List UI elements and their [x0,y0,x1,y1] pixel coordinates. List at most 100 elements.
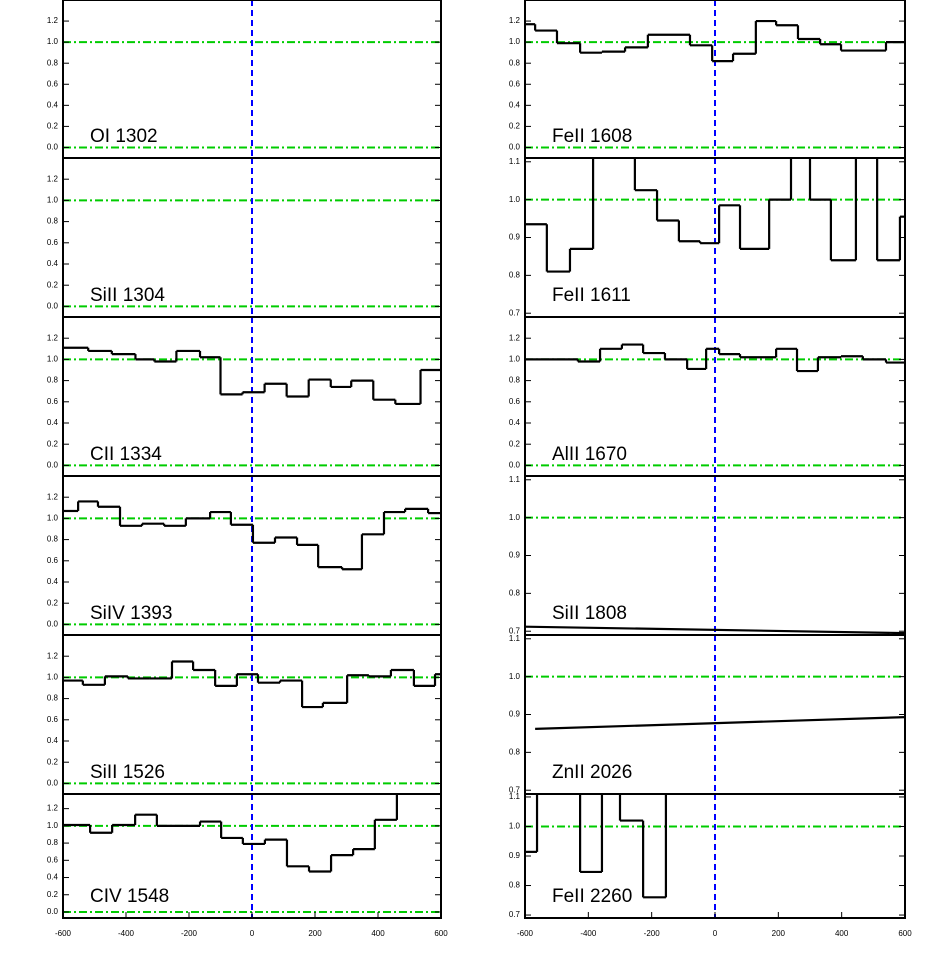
y-tick-label: 0.2 [47,757,59,766]
y-tick-label: 0.8 [47,694,59,703]
y-tick-label: 0.8 [509,376,521,385]
flux-line [535,716,905,730]
y-tick-label: 1.0 [47,514,59,523]
x-tick-label: -400 [118,929,135,938]
y-tick-label: 0.8 [509,588,521,597]
y-tick-label: 0.8 [509,58,521,67]
y-tick-label: 0.9 [509,710,521,719]
y-tick-label: 0.6 [47,556,59,565]
y-tick-label: 0.4 [47,100,59,109]
y-tick-label: 0.7 [509,626,521,635]
x-tick-label: 0 [250,929,255,938]
flux-line [525,625,905,635]
panel [525,317,905,476]
y-tick-label: 1.0 [47,196,59,205]
panel [63,794,441,918]
y-tick-label: 0.8 [47,376,59,385]
x-tick-label: -600 [55,929,72,938]
x-tick-label: 0 [713,929,718,938]
y-tick-label: 1.0 [509,672,521,681]
y-tick-label: 0.7 [509,785,521,794]
panel [525,635,905,794]
y-tick-label: 0.4 [47,736,59,745]
y-tick-label: 1.2 [47,492,59,501]
panel [525,794,905,918]
x-tick-label: 600 [434,929,448,938]
y-tick-label: 0.4 [509,100,521,109]
x-tick-label: -200 [181,929,198,938]
y-tick-label: 0.9 [509,851,521,860]
y-tick-label: 0.7 [509,308,521,317]
y-tick-label: 0.4 [509,418,521,427]
y-tick-label: 0.6 [47,715,59,724]
y-tick-label: 1.0 [509,513,521,522]
panel [525,158,905,317]
y-tick-label: 0.8 [47,217,59,226]
y-tick-label: 0.0 [509,143,521,152]
panel-label: OI 1302 [90,126,158,147]
panel [63,476,441,635]
y-tick-label: 0.4 [47,873,59,882]
panel-label: ZnII 2026 [552,762,632,783]
panel-label: AlII 1670 [552,444,627,465]
y-tick-label: 0.0 [47,907,59,916]
panel [525,0,905,158]
y-tick-label: 1.0 [509,822,521,831]
y-tick-label: 0.7 [509,910,521,919]
y-tick-label: 0.0 [47,302,59,311]
panel-label: SiII 1808 [552,603,627,624]
y-tick-label: 0.6 [509,397,521,406]
y-tick-label: 0.2 [47,280,59,289]
panel-label: SiII 1526 [90,762,165,783]
y-tick-label: 0.2 [509,122,521,131]
panel-label: SiIV 1393 [90,603,172,624]
x-tick-label: -600 [517,929,534,938]
y-tick-label: 1.1 [509,792,521,801]
y-tick-label: 1.0 [47,821,59,830]
x-tick-label: 200 [308,929,322,938]
y-tick-label: 0.6 [47,855,59,864]
y-tick-label: 0.6 [47,397,59,406]
y-tick-label: 1.1 [509,157,521,166]
y-tick-label: 0.9 [509,233,521,242]
y-tick-label: 1.2 [47,804,59,813]
y-tick-label: 0.2 [47,890,59,899]
x-tick-label: 400 [371,929,385,938]
panel-label: SiII 1304 [90,285,165,306]
y-tick-label: 0.2 [509,439,521,448]
y-tick-label: 1.0 [509,37,521,46]
y-tick-label: 0.6 [509,79,521,88]
x-tick-label: -200 [644,929,661,938]
panel [525,476,905,635]
y-tick-label: 0.2 [47,598,59,607]
y-tick-label: 0.8 [47,535,59,544]
y-tick-label: 0.2 [47,122,59,131]
y-tick-label: 1.0 [47,37,59,46]
panel-label: FeII 1608 [552,126,632,147]
y-tick-label: 1.0 [509,195,521,204]
y-tick-label: 1.2 [509,16,521,25]
panel [63,317,441,476]
y-tick-label: 0.8 [47,58,59,67]
panel-label: CII 1334 [90,444,162,465]
panel-label: CIV 1548 [90,886,169,907]
y-tick-label: 1.0 [47,355,59,364]
y-tick-label: 0.4 [47,259,59,268]
y-tick-label: 1.1 [509,475,521,484]
y-tick-label: 0.4 [47,577,59,586]
x-tick-label: 600 [898,929,912,938]
y-tick-label: 0.6 [47,79,59,88]
x-tick-label: 200 [772,929,786,938]
y-tick-label: 1.2 [47,333,59,342]
panel [63,635,441,794]
y-tick-label: 1.1 [509,634,521,643]
y-tick-label: 1.2 [47,651,59,660]
x-tick-label: 400 [835,929,849,938]
y-tick-label: 0.0 [47,620,59,629]
y-tick-label: 0.9 [509,551,521,560]
y-tick-label: 0.0 [47,779,59,788]
y-tick-label: 0.6 [47,238,59,247]
y-tick-label: 1.2 [47,16,59,25]
y-tick-label: 1.2 [47,174,59,183]
